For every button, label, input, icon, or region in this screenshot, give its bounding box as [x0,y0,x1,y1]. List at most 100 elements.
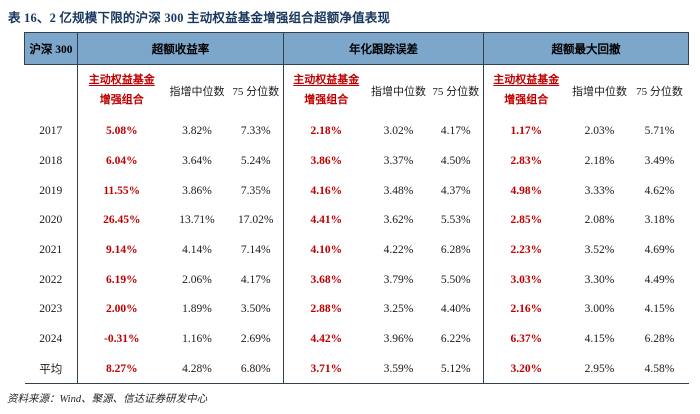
median-value-cell: 2.18% [568,146,631,176]
year-cell: 2020 [24,205,78,236]
median-value-cell: 4.15% [568,324,631,354]
median-value-cell: 3.00% [568,294,631,325]
table-title: 表 16、2 亿规模下限的沪深 300 主动权益基金增强组合超额净值表现 [8,11,391,25]
median-value-cell: 4.28% [165,354,229,385]
p75-value-cell: 3.50% [228,294,284,325]
median-value-cell: 3.64% [165,146,229,176]
median-value-cell: 13.71% [165,205,229,236]
portfolio-value-cell: 3.68% [283,264,369,295]
year-cell: 2023 [24,294,78,325]
source-note: 资料来源：Wind、聚源、信达证券研发中心 [7,394,208,406]
sub-header-median: 指增中位数 [165,64,229,117]
year-cell: 2022 [24,264,78,295]
portfolio-value-cell: 11.55% [77,175,166,206]
sub-header-portfolio-line1: 主动权益基金 [493,73,560,86]
median-value-cell: 3.52% [568,235,631,265]
median-value-cell: 2.95% [568,354,631,385]
portfolio-value-cell: 2.23% [483,235,569,265]
p75-value-cell: 4.17% [228,264,284,295]
sub-header-portfolio-line2: 增强组合 [304,93,349,106]
median-value-cell: 2.08% [568,205,631,236]
p75-value-cell: 4.15% [630,294,689,325]
p75-value-cell: 4.50% [428,146,484,176]
sub-header-portfolio: 主动权益基金 增强组合 [283,64,369,117]
p75-value-cell: 5.12% [428,354,484,385]
median-value-cell: 2.06% [165,264,229,295]
year-cell: 2021 [24,235,78,265]
sub-header-portfolio: 主动权益基金 增强组合 [483,64,569,117]
portfolio-value-cell: 4.98% [483,175,569,206]
portfolio-value-cell: 1.17% [483,116,569,147]
portfolio-value-cell: 6.04% [77,146,166,176]
portfolio-value-cell: 3.71% [283,354,369,385]
portfolio-value-cell: 2.16% [483,294,569,325]
portfolio-value-cell: 2.83% [483,146,569,176]
p75-value-cell: 6.80% [228,354,284,385]
p75-value-cell: 6.28% [630,324,689,354]
p75-value-cell: 5.50% [428,264,484,295]
table-row: 2017 5.08% 3.82% 7.33% 2.18% 3.02% 4.17% 1.17% 2… [24,116,689,147]
p75-value-cell: 7.35% [228,175,284,206]
median-value-cell: 3.37% [368,146,429,176]
p75-value-cell: 4.69% [630,235,689,265]
median-value-cell: 3.62% [368,205,429,236]
median-value-cell: 1.16% [165,324,229,354]
year-cell: 2017 [24,116,78,147]
p75-value-cell: 3.49% [630,146,689,176]
p75-value-cell: 7.14% [228,235,284,265]
p75-value-cell: 7.33% [228,116,284,147]
median-value-cell: 3.79% [368,264,429,295]
portfolio-value-cell: 6.19% [77,264,166,295]
portfolio-value-cell: 5.08% [77,116,166,147]
p75-value-cell: 6.22% [428,324,484,354]
sub-header-portfolio-line1: 主动权益基金 [88,73,155,86]
year-cell: 2019 [24,175,78,206]
p75-value-cell: 5.24% [228,146,284,176]
group-header-excess-return: 超额收益率 [77,32,284,65]
sub-header-p75: 75 分位数 [428,64,484,117]
group-header-tracking-error: 年化跟踪误差 [282,32,484,65]
p75-value-cell: 4.49% [630,264,689,295]
group-header-max-drawdown: 超额最大回撤 [483,32,690,65]
year-cell: 平均 [24,354,78,385]
table-row: 2023 2.00% 1.89% 3.50% 2.88% 3.25% 4.40% 2.16% 3… [24,294,689,325]
median-value-cell: 2.03% [568,116,631,147]
table-row: 2019 11.55% 3.86% 7.35% 4.16% 3.48% 4.37% 4.98%… [24,175,689,206]
median-value-cell: 3.02% [368,116,429,147]
portfolio-value-cell: -0.31% [77,324,166,354]
portfolio-value-cell: 3.20% [483,354,569,385]
portfolio-value-cell: 8.27% [77,354,166,385]
portfolio-value-cell: 3.03% [483,264,569,295]
sub-header-p75: 75 分位数 [228,64,284,117]
portfolio-value-cell: 3.86% [283,146,369,176]
table-row: 2018 6.04% 3.64% 5.24% 3.86% 3.37% 4.50% 2.83% 2… [24,146,689,176]
sub-header-portfolio-line2: 增强组合 [99,93,144,106]
portfolio-value-cell: 2.00% [77,294,166,325]
median-value-cell: 3.59% [368,354,429,385]
p75-value-cell: 5.53% [428,205,484,236]
sub-header-median: 指增中位数 [368,64,429,117]
p75-value-cell: 3.18% [630,205,689,236]
sub-header-portfolio: 主动权益基金 增强组合 [77,64,166,117]
portfolio-value-cell: 4.42% [283,324,369,354]
p75-value-cell: 4.62% [630,175,689,206]
corner-header: 沪深 300 [24,32,78,65]
sub-header-median: 指增中位数 [568,64,631,117]
report-table-page: 表 16、2 亿规模下限的沪深 300 主动权益基金增强组合超额净值表现 沪深 … [0,7,700,414]
median-value-cell: 4.14% [165,235,229,265]
performance-table: 沪深 300 超额收益率 年化跟踪误差 超额最大回撤 主动权益基金 增强组合 指… [24,32,690,385]
portfolio-value-cell: 4.10% [283,235,369,265]
portfolio-value-cell: 4.16% [283,175,369,206]
median-value-cell: 3.25% [368,294,429,325]
portfolio-value-cell: 4.41% [283,205,369,236]
table-row: 2024 -0.31% 1.16% 2.69% 4.42% 3.96% 6.22% 6.37%… [24,324,689,354]
sub-header-blank [24,64,78,117]
portfolio-value-cell: 9.14% [77,235,166,265]
p75-value-cell: 4.40% [428,294,484,325]
sub-header-p75: 75 分位数 [630,64,689,117]
p75-value-cell: 5.71% [630,116,689,147]
sub-header-portfolio-line2: 增强组合 [504,93,549,106]
median-value-cell: 3.96% [368,324,429,354]
median-value-cell: 4.22% [368,235,429,265]
p75-value-cell: 6.28% [428,235,484,265]
